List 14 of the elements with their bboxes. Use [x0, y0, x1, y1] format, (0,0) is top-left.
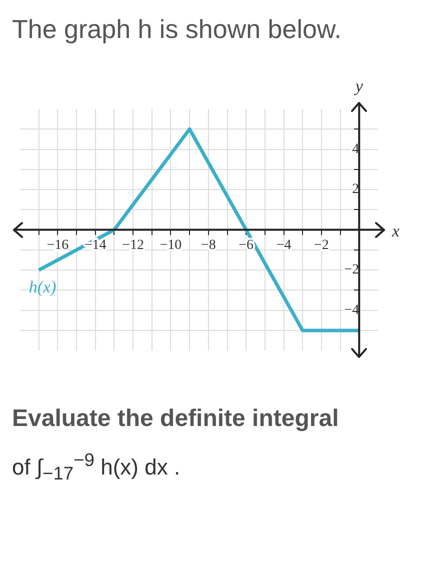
x-tick-label: −16 — [46, 238, 69, 253]
x-tick-label: −14 — [84, 238, 106, 253]
x-tick-label: −2 — [314, 238, 329, 253]
x-tick-label: −6 — [238, 238, 254, 253]
y-axis-title: y — [353, 76, 364, 96]
x-tick-label: −8 — [200, 238, 216, 253]
x-axis-title: x — [391, 221, 400, 240]
text: Evaluate the definite integral — [12, 405, 340, 433]
series-label: h(x) — [28, 278, 57, 297]
text: of ∫$_{−17}$$^{−9}$ h(x) dx . — [12, 449, 182, 485]
x-tick-label: −10 — [160, 238, 182, 253]
chart-title: The graph h is shown below. — [12, 14, 343, 45]
x-tick-label: −4 — [276, 238, 292, 253]
x-tick-label: −12 — [122, 238, 144, 253]
